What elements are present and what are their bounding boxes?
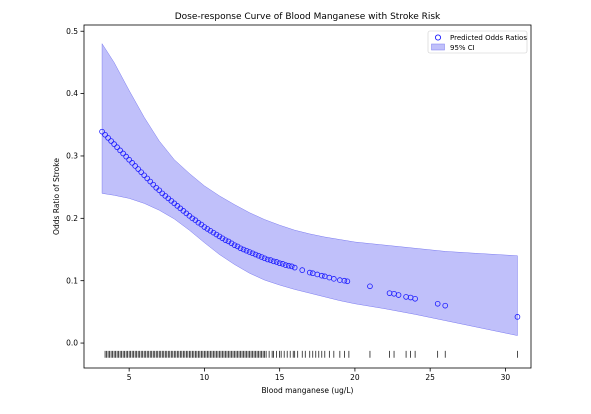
data-point [105,135,111,141]
y-tick-label: 0.5 [66,27,78,36]
chart-title: Dose-response Curve of Blood Manganese w… [175,12,441,22]
x-axis-label: Blood manganese (ug/L) [262,386,354,395]
data-point [102,131,108,138]
data-point [138,169,144,175]
data-point [204,226,211,232]
x-axis-ticks: 5 10 15 20 25 30 [127,368,511,382]
data-point [249,250,256,257]
points-layer [99,128,521,320]
data-point [141,172,148,179]
data-point [299,267,306,273]
ci-band-layer [101,42,518,336]
data-point [267,257,274,263]
data-point [261,255,268,262]
data-point [318,272,325,279]
x-tick-label: 15 [275,373,285,382]
data-point [331,276,337,282]
data-point [195,219,202,226]
data-point [117,147,123,154]
data-point [243,247,250,254]
y-tick-label: 0.1 [66,276,78,285]
data-point [258,254,265,260]
data-point [216,233,223,240]
data-point [228,240,235,247]
data-point [246,249,253,255]
data-point [135,166,141,172]
data-point [255,252,262,259]
data-point [114,144,120,151]
data-point [225,238,232,245]
data-point [150,181,157,188]
data-point [282,262,289,268]
data-point [213,231,220,238]
data-point [252,251,259,258]
ci-band [101,42,518,336]
data-point [442,302,449,309]
data-point [123,153,129,160]
y-axis-ticks: 0.0 0.1 0.2 0.3 0.4 0.5 [66,27,84,348]
legend-box [427,30,528,54]
data-point [210,229,217,236]
data-point [288,263,295,270]
data-point [111,141,117,147]
data-point [156,187,163,194]
data-point [99,128,105,135]
data-point [264,256,271,263]
x-tick-label: 5 [127,373,132,382]
y-tick-label: 0.3 [66,152,78,161]
legend-point-marker [434,34,442,41]
x-tick-label: 25 [425,373,435,382]
data-point [273,259,280,265]
data-point [207,228,214,234]
y-tick-label: 0.2 [66,214,78,223]
y-tick-label: 0.0 [66,339,78,348]
data-point [367,283,373,290]
data-point [144,175,151,182]
data-point [231,242,238,248]
data-point [129,160,135,166]
legend-points-label: Predicted Odds Ratios [450,34,527,42]
legend: Predicted Odds Ratios 95% CI [427,30,528,54]
legend-band-label: 95% CI [450,44,475,52]
data-point [237,245,244,252]
data-point [189,215,196,222]
y-tick-label: 0.4 [66,89,78,98]
data-point [514,314,521,320]
x-tick-label: 10 [200,373,210,382]
data-point [412,295,418,302]
data-point [132,163,138,169]
data-point [240,246,247,253]
y-axis-label: Odds Ratio of Stroke [52,158,61,235]
data-point [108,138,114,144]
data-point [270,258,277,265]
data-point [285,262,292,269]
x-tick-label: 30 [501,373,511,382]
data-point [395,292,402,298]
data-point [234,243,241,250]
data-point [201,224,208,230]
data-point [219,235,226,242]
data-point [147,178,154,185]
data-point [306,269,313,276]
x-tick-label: 20 [350,373,360,382]
data-point [434,300,441,307]
data-point [291,264,298,271]
rug-layer [104,350,518,358]
data-point [276,260,283,267]
data-point [279,261,286,267]
legend-band-swatch [431,43,445,51]
data-point [120,150,126,157]
data-point [126,156,132,163]
data-point [344,278,351,285]
data-point [341,277,348,284]
plot-frame [83,24,532,369]
data-point [222,237,229,243]
